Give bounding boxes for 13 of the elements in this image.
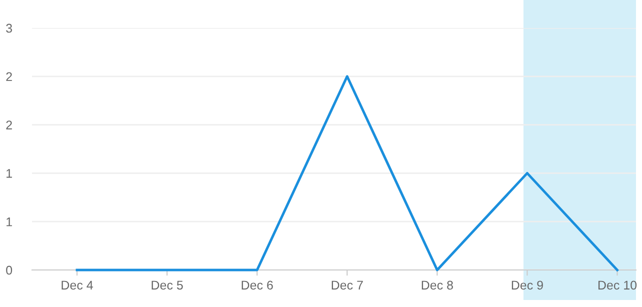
x-tick-label: Dec 7 [332,280,363,290]
y-tick-label: 2 [6,72,12,81]
y-tick-label: 1 [6,169,12,178]
y-tick-label: 0 [6,266,12,275]
x-tick-label: Dec 9 [512,280,543,290]
x-tick-label: Dec 4 [62,280,93,290]
x-tick-label: Dec 5 [152,280,183,290]
y-tick-label: 1 [6,218,12,226]
x-tick-label: Dec 6 [242,280,273,290]
y-tick-label: 3 [6,24,12,33]
x-tick-label: Dec 10 [598,280,637,290]
x-tick-label: Dec 8 [422,280,453,290]
y-tick-label: 2 [6,120,12,130]
